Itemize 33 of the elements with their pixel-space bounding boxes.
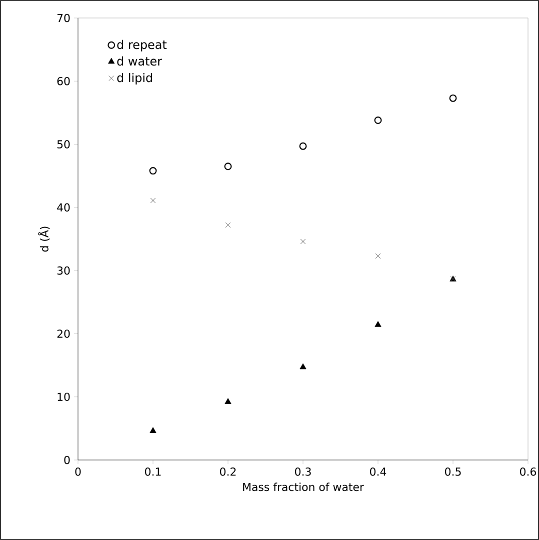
y-axis-title: d (Å): [38, 226, 50, 252]
point: [150, 198, 156, 204]
x-axis-title: Mass fraction of water: [243, 482, 364, 492]
point: [375, 253, 381, 259]
point: [224, 398, 232, 404]
x-tick-label: 0.5: [445, 468, 461, 476]
point: [150, 427, 156, 433]
legend-label: d water: [117, 56, 162, 66]
y-tick-label: 20: [57, 330, 70, 338]
point: [374, 116, 382, 124]
point: [374, 321, 382, 327]
x-tick-label: 0: [75, 468, 81, 476]
y-tick-label: 60: [57, 76, 70, 86]
x-tick-label: 0.3: [295, 468, 311, 476]
point: [300, 363, 306, 370]
y-tick-label: 0: [64, 456, 70, 464]
point: [224, 162, 232, 170]
x-tick-label: 0.4: [370, 468, 386, 476]
x-tick-label: 0.2: [220, 468, 236, 476]
y-tick-label: 10: [58, 392, 70, 401]
point: [300, 238, 306, 244]
y-tick-label: 70: [57, 14, 70, 22]
y-tick-label: 30: [57, 266, 70, 275]
point: [449, 94, 457, 102]
point: [149, 167, 157, 175]
y-tick-label: 40: [57, 203, 70, 212]
x-tick-label: 0.6: [520, 468, 536, 476]
y-tick-label: 50: [57, 140, 70, 148]
point: [299, 142, 307, 150]
legend-label: d lipid: [117, 72, 152, 85]
point: [225, 222, 231, 228]
x-tick-label: 0.1: [145, 468, 161, 476]
legend-label: d repeat: [117, 40, 167, 52]
